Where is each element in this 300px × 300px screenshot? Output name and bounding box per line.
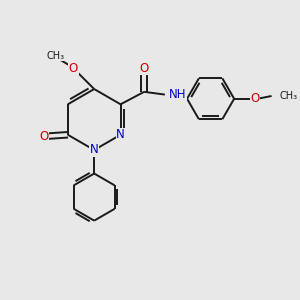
Text: O: O bbox=[140, 62, 149, 75]
Text: N: N bbox=[116, 128, 125, 141]
Text: O: O bbox=[40, 130, 49, 142]
Text: O: O bbox=[250, 92, 260, 105]
Text: CH₃: CH₃ bbox=[46, 51, 64, 61]
Text: CH₃: CH₃ bbox=[280, 91, 298, 101]
Text: O: O bbox=[69, 62, 78, 75]
Text: N: N bbox=[90, 143, 99, 157]
Text: NH: NH bbox=[169, 88, 187, 101]
